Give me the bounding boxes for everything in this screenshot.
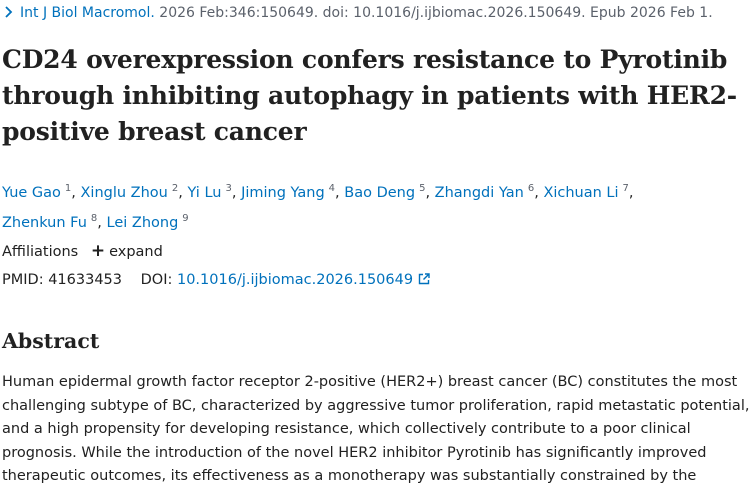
affiliation-number[interactable]: 4 <box>328 183 336 194</box>
author-separator: , <box>231 185 237 201</box>
article-title: CD24 overexpression confers resistance t… <box>2 45 737 146</box>
affiliation-number[interactable]: 8 <box>90 213 98 224</box>
doi-label: DOI: <box>140 272 173 288</box>
affiliation-number[interactable]: 6 <box>527 183 535 194</box>
affiliation-number[interactable]: 7 <box>622 183 629 194</box>
abstract-body: Human epidermal growth factor receptor 2… <box>2 371 750 489</box>
author-separator: , <box>71 185 76 201</box>
affiliation-number[interactable]: 5 <box>419 183 426 194</box>
external-link-icon <box>418 273 430 285</box>
author-link[interactable]: Yi Lu <box>187 185 222 201</box>
abstract-line: and a high propensity for developing res… <box>2 421 691 438</box>
identifiers-row: PMID: 41633453 DOI: 10.1016/j.ijbiomac.2… <box>2 269 430 291</box>
plus-icon: + <box>90 241 106 261</box>
author-link[interactable]: Bao Deng <box>344 185 416 201</box>
abstract-line: therapeutic outcomes, its effectiveness … <box>2 468 697 485</box>
pmid-value: 41633453 <box>48 272 123 288</box>
expand-affiliations-button[interactable]: + expand <box>91 241 163 261</box>
abstract-heading: Abstract <box>2 329 100 353</box>
author-separator: , <box>335 185 340 201</box>
citation-line: Int J Biol Macromol. 2026 Feb:346:150649… <box>2 4 713 22</box>
affiliations-row: Affiliations + expand <box>2 240 163 263</box>
author-separator: , <box>534 185 539 201</box>
author-link[interactable]: Xichuan Li <box>543 185 619 201</box>
affiliation-number[interactable]: 1 <box>64 183 72 194</box>
author-link[interactable]: Jiming Yang <box>241 185 325 201</box>
author-link[interactable]: Yue Gao <box>2 185 61 201</box>
abstract-line: challenging subtype of BC, characterized… <box>2 397 750 414</box>
abstract-line: prognosis. While the introduction of the… <box>2 444 707 461</box>
pmid-label: PMID: <box>2 272 44 288</box>
citation-details: 2026 Feb:346:150649. doi: 10.1016/j.ijbi… <box>159 5 713 21</box>
author-link[interactable]: Xinglu Zhou <box>80 185 168 201</box>
author-separator: , <box>178 185 183 201</box>
abstract-line: Human epidermal growth factor receptor 2… <box>2 374 738 390</box>
author-separator: , <box>628 185 634 201</box>
affiliation-number[interactable]: 3 <box>225 183 232 194</box>
expand-label: expand <box>109 244 163 260</box>
author-separator: , <box>425 185 431 201</box>
author-list: Yue Gao 1, Xinglu Zhou 2, Yi Lu 3, Jiming Y… <box>2 176 722 236</box>
author-link[interactable]: Lei Zhong <box>106 215 179 231</box>
affiliation-number[interactable]: 9 <box>182 213 189 224</box>
author-link[interactable]: Zhenkun Fu <box>2 215 87 231</box>
doi-link[interactable]: 10.1016/j.ijbiomac.2026.150649 <box>177 272 430 288</box>
author-separator: , <box>97 215 102 231</box>
affiliation-number[interactable]: 2 <box>171 183 179 194</box>
chevron-right-icon[interactable] <box>2 5 16 19</box>
author-link[interactable]: Zhangdi Yan <box>434 185 524 201</box>
affiliations-label: Affiliations <box>2 244 79 260</box>
journal-link[interactable]: Int J Biol Macromol. <box>20 5 155 21</box>
doi-value: 10.1016/j.ijbiomac.2026.150649 <box>176 272 414 288</box>
